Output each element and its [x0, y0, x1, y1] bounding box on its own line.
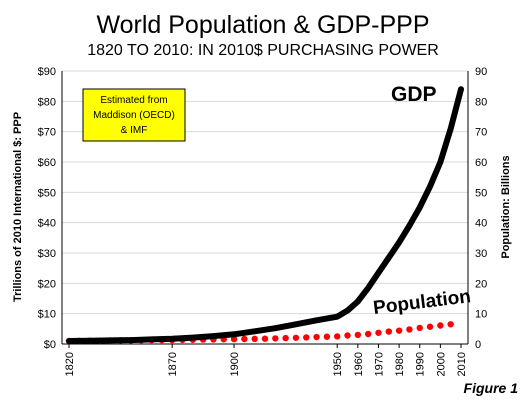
source-note-box: [82, 88, 186, 142]
population-point: [395, 327, 403, 334]
population-point: [354, 331, 362, 339]
gdp-line: [66, 86, 464, 344]
gdp-series-label: GDP: [391, 83, 437, 106]
left-tick-label: $20: [38, 278, 56, 290]
population-point: [241, 335, 248, 343]
left-tick-label: $40: [38, 218, 56, 230]
population-point: [437, 322, 444, 329]
population-point: [426, 323, 434, 330]
figure-label: Figure 1: [464, 380, 519, 396]
right-tick-label: 80: [475, 96, 487, 108]
source-note-line-2: Maddison (OECD): [93, 110, 175, 121]
x-tick-label: 2010: [456, 352, 468, 376]
x-tick-label: 1980: [394, 352, 406, 376]
x-tick-label: 1820: [64, 352, 76, 376]
x-tick-label: 1950: [332, 352, 344, 376]
population-point: [251, 335, 258, 343]
right-tick-label: 60: [475, 157, 487, 169]
left-tick-label: $60: [38, 157, 56, 169]
population-point: [344, 332, 351, 339]
right-tick-label: 20: [475, 278, 487, 290]
source-note-line-3: & IMF: [121, 125, 148, 136]
left-tick-label: $10: [38, 309, 56, 321]
right-axis-label: Population: Billions: [500, 155, 512, 258]
source-note-line-1: Estimated from: [100, 95, 167, 106]
population-point: [323, 333, 331, 340]
series-gdp: [66, 86, 464, 344]
chart-title: World Population & GDP-PPP: [96, 11, 429, 39]
population-point: [292, 334, 300, 341]
source-note: Estimated from Maddison (OECD) & IMF: [82, 88, 186, 142]
left-tick-label: $90: [38, 66, 56, 78]
right-tick-label: 30: [475, 248, 487, 260]
gridlines: [62, 70, 468, 345]
left-axis-tick-labels: $0 $10 $20 $30 $40 $50 $60 $70 $80 $90: [38, 66, 56, 351]
left-tick-label: $80: [38, 96, 56, 108]
population-point: [416, 324, 423, 332]
population-point: [303, 334, 310, 341]
population-point: [375, 329, 382, 336]
population-point: [313, 333, 320, 341]
population-point: [364, 330, 372, 338]
x-tick-label: 1870: [167, 352, 179, 376]
left-tick-label: $30: [38, 248, 56, 260]
right-tick-label: 40: [475, 218, 487, 230]
x-tick-label: 1970: [373, 352, 385, 376]
x-axis-tick-labels: 1820 1870 1900 1950 1960 1970 1980 1990 2000 2010: [64, 344, 468, 376]
right-tick-label: 70: [475, 127, 487, 139]
population-point: [406, 326, 413, 333]
x-tick-label: 1900: [229, 352, 241, 376]
left-axis-label: Trillions of 2010 International $: PPP: [12, 112, 24, 302]
right-tick-label: 90: [475, 66, 487, 78]
population-point: [334, 333, 341, 340]
x-tick-label: 2000: [435, 352, 447, 376]
population-point: [385, 328, 392, 335]
x-tick-label: 1960: [353, 352, 365, 376]
right-tick-label: 50: [475, 187, 487, 199]
left-tick-label: $0: [44, 339, 56, 351]
right-tick-label: 0: [475, 339, 481, 351]
chart-subtitle: 1820 TO 2010: IN 2010$ PURCHASING POWER: [87, 42, 439, 59]
right-axis-tick-labels: 0 10 20 30 40 50 60 70 80 90: [475, 66, 487, 351]
population-point: [282, 334, 289, 342]
left-tick-label: $50: [38, 187, 56, 199]
population-point: [230, 335, 238, 343]
population-point: [272, 335, 279, 342]
right-tick-label: 10: [475, 309, 487, 321]
left-tick-label: $70: [38, 127, 56, 139]
axes: [61, 71, 469, 345]
population-point: [261, 335, 269, 342]
x-tick-label: 1990: [415, 352, 427, 376]
population-point: [447, 321, 454, 328]
